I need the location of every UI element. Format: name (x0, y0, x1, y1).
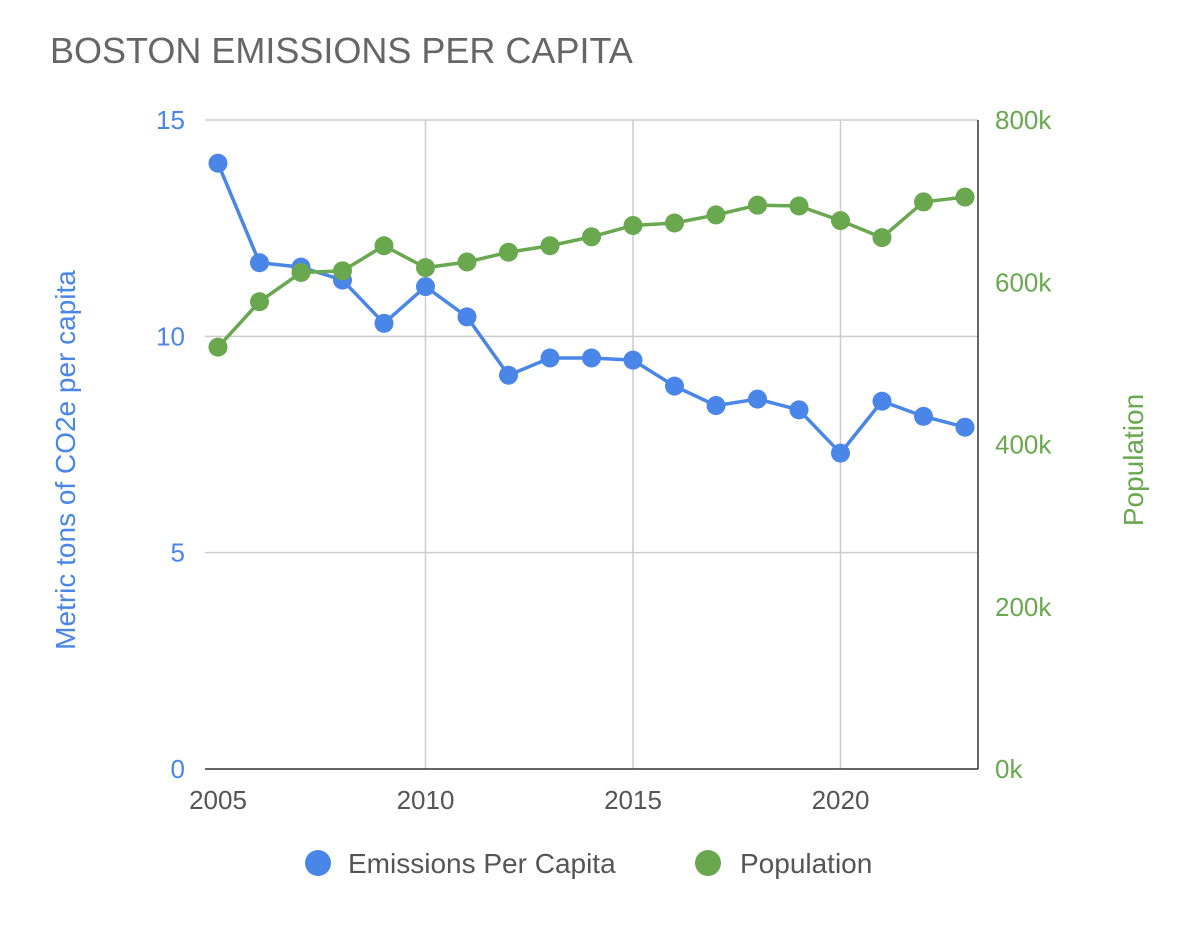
data-point-emissions (748, 389, 767, 409)
data-point-population (623, 215, 643, 235)
data-point-emissions (706, 396, 726, 416)
data-point-population (831, 211, 850, 231)
data-point-population (706, 205, 726, 225)
data-point-population (914, 192, 933, 212)
data-point-population (374, 236, 394, 256)
data-point-emissions (457, 307, 477, 327)
y2-tick-label: 800k (995, 105, 1052, 135)
data-point-emissions (955, 417, 975, 437)
chart-title: BOSTON EMISSIONS PER CAPITA (50, 30, 633, 71)
data-point-population (291, 263, 311, 283)
data-point-emissions (499, 365, 518, 385)
data-point-emissions (789, 400, 809, 420)
data-point-population (582, 227, 601, 247)
data-point-population (457, 252, 477, 272)
series-line-emissions (216, 162, 966, 456)
data-point-emissions (623, 350, 643, 370)
data-point-emissions (540, 348, 560, 368)
data-point-population (416, 258, 435, 278)
data-point-population (499, 242, 518, 262)
data-point-emissions (831, 443, 850, 463)
legend-marker-population (695, 850, 721, 876)
x-tick-label: 2010 (397, 785, 455, 815)
data-point-population (208, 337, 228, 357)
data-point-emissions (208, 153, 228, 173)
legend: Emissions Per Capita Population (305, 848, 872, 879)
y-tick-label: 5 (171, 538, 185, 568)
data-point-emissions (582, 348, 601, 368)
x-tick-label: 2005 (189, 785, 247, 815)
data-point-population (955, 187, 975, 207)
data-point-population (665, 213, 684, 233)
y2-axis-label: Population (1118, 394, 1149, 526)
data-point-emissions (416, 277, 435, 297)
legend-marker-emissions (305, 850, 331, 876)
y-tick-label: 0 (171, 754, 185, 784)
data-point-population (872, 228, 892, 248)
y-axis-label: Metric tons of CO2e per capita (50, 270, 81, 650)
y2-tick-label: 0k (995, 754, 1023, 784)
y2-tick-label: 600k (995, 267, 1052, 297)
legend-label-population: Population (740, 848, 872, 879)
data-point-emissions (872, 391, 892, 411)
data-point-population (789, 196, 809, 216)
data-point-population (333, 261, 352, 281)
y-tick-label: 15 (156, 105, 185, 135)
data-point-emissions (250, 253, 269, 273)
y2-tick-label: 200k (995, 592, 1052, 622)
data-point-population (250, 292, 269, 312)
y-tick-label: 10 (156, 321, 185, 351)
legend-label-emissions: Emissions Per Capita (348, 848, 616, 879)
series-line-population (216, 195, 966, 349)
x-tick-label: 2020 (812, 785, 870, 815)
data-point-emissions (374, 313, 394, 333)
y2-tick-label: 400k (995, 430, 1052, 460)
data-point-emissions (914, 406, 933, 426)
x-tick-label: 2015 (604, 785, 662, 815)
data-point-population (540, 236, 560, 256)
data-point-emissions (665, 376, 684, 396)
data-point-population (748, 195, 767, 215)
